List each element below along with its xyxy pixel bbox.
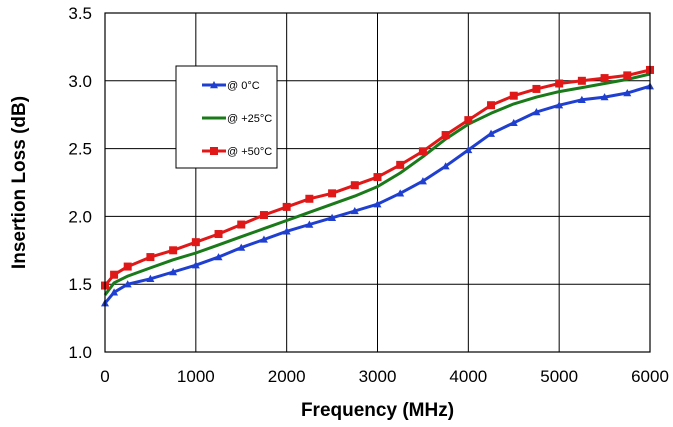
x-tick-label: 2000 (268, 367, 306, 386)
data-point (237, 220, 246, 229)
x-tick-label: 6000 (631, 367, 669, 386)
data-point (110, 288, 119, 296)
legend-label: @ 0°C (227, 80, 260, 92)
plot-frame (104, 12, 651, 353)
data-point (282, 227, 291, 235)
data-point (464, 145, 473, 154)
x-tick-label: 3000 (359, 367, 397, 386)
data-point (237, 243, 246, 251)
data-point (110, 270, 119, 279)
data-point (210, 147, 218, 155)
data-point (441, 162, 450, 170)
data-point (577, 95, 586, 103)
data-point (555, 101, 564, 109)
data-point (350, 181, 359, 190)
legend-entry: @ +25°C (202, 113, 272, 125)
legend-label: @ +25°C (227, 113, 272, 125)
data-point (350, 206, 359, 215)
data-point (441, 131, 450, 140)
x-tick-labels: 0 1000 2000 3000 4000 5000 6000 (100, 367, 669, 386)
data-point (487, 129, 496, 137)
data-point (305, 220, 314, 228)
data-point (191, 238, 200, 247)
data-point (328, 213, 337, 221)
y-tick-label: 2.0 (68, 207, 92, 226)
y-axis-title: Insertion Loss (dB) (9, 96, 30, 269)
data-point (577, 76, 586, 85)
data-point (123, 280, 132, 288)
data-point (396, 189, 405, 197)
data-point (373, 200, 382, 208)
x-tick-label: 4000 (449, 367, 487, 386)
series-0 (101, 82, 654, 307)
data-point (373, 173, 382, 182)
data-point (464, 116, 473, 125)
series-line (103, 72, 651, 296)
data-point (214, 230, 223, 239)
legend-entry: @ 0°C (202, 80, 260, 92)
data-point (600, 93, 609, 101)
x-tick-label: 0 (100, 367, 109, 386)
data-point (146, 253, 155, 262)
data-point (600, 74, 609, 83)
data-point (509, 118, 518, 127)
series-line (103, 84, 651, 305)
x-tick-label: 1000 (177, 367, 215, 386)
y-tick-label: 1.5 (68, 275, 92, 294)
data-point (555, 79, 564, 88)
grid (104, 12, 651, 353)
data-point (418, 177, 427, 185)
data-point (396, 160, 405, 169)
y-tick-label: 1.0 (68, 343, 92, 362)
data-point (191, 261, 200, 269)
legend: @ 0°C @ +25°C @ +50°C (175, 65, 278, 169)
data-point (146, 274, 155, 282)
data-point (259, 235, 268, 243)
series-1 (103, 72, 651, 296)
legend-entry: @ +50°C (202, 146, 272, 158)
data-point (210, 81, 218, 89)
y-tick-label: 3.0 (68, 72, 92, 91)
x-tick-label: 5000 (540, 367, 578, 386)
x-axis-title: Frequency (MHz) (301, 400, 454, 421)
legend-label: @ +50°C (227, 146, 272, 158)
data-point (532, 84, 541, 93)
data-point (123, 262, 132, 271)
data-point (623, 89, 632, 97)
data-point (214, 253, 223, 261)
y-tick-labels: 1.0 1.5 2.0 2.5 3.0 3.5 (68, 4, 92, 362)
data-point (487, 101, 496, 110)
data-point (169, 267, 178, 276)
y-tick-label: 2.5 (68, 140, 92, 159)
data-point (305, 194, 314, 203)
data-point (509, 91, 518, 100)
data-point (328, 189, 337, 198)
data-point (532, 107, 541, 116)
data-point (282, 202, 291, 211)
data-point (418, 147, 427, 156)
y-tick-label: 3.5 (68, 4, 92, 23)
legend-box (175, 65, 278, 169)
data-point (169, 246, 178, 255)
data-point (259, 211, 268, 220)
data-point (623, 71, 632, 80)
